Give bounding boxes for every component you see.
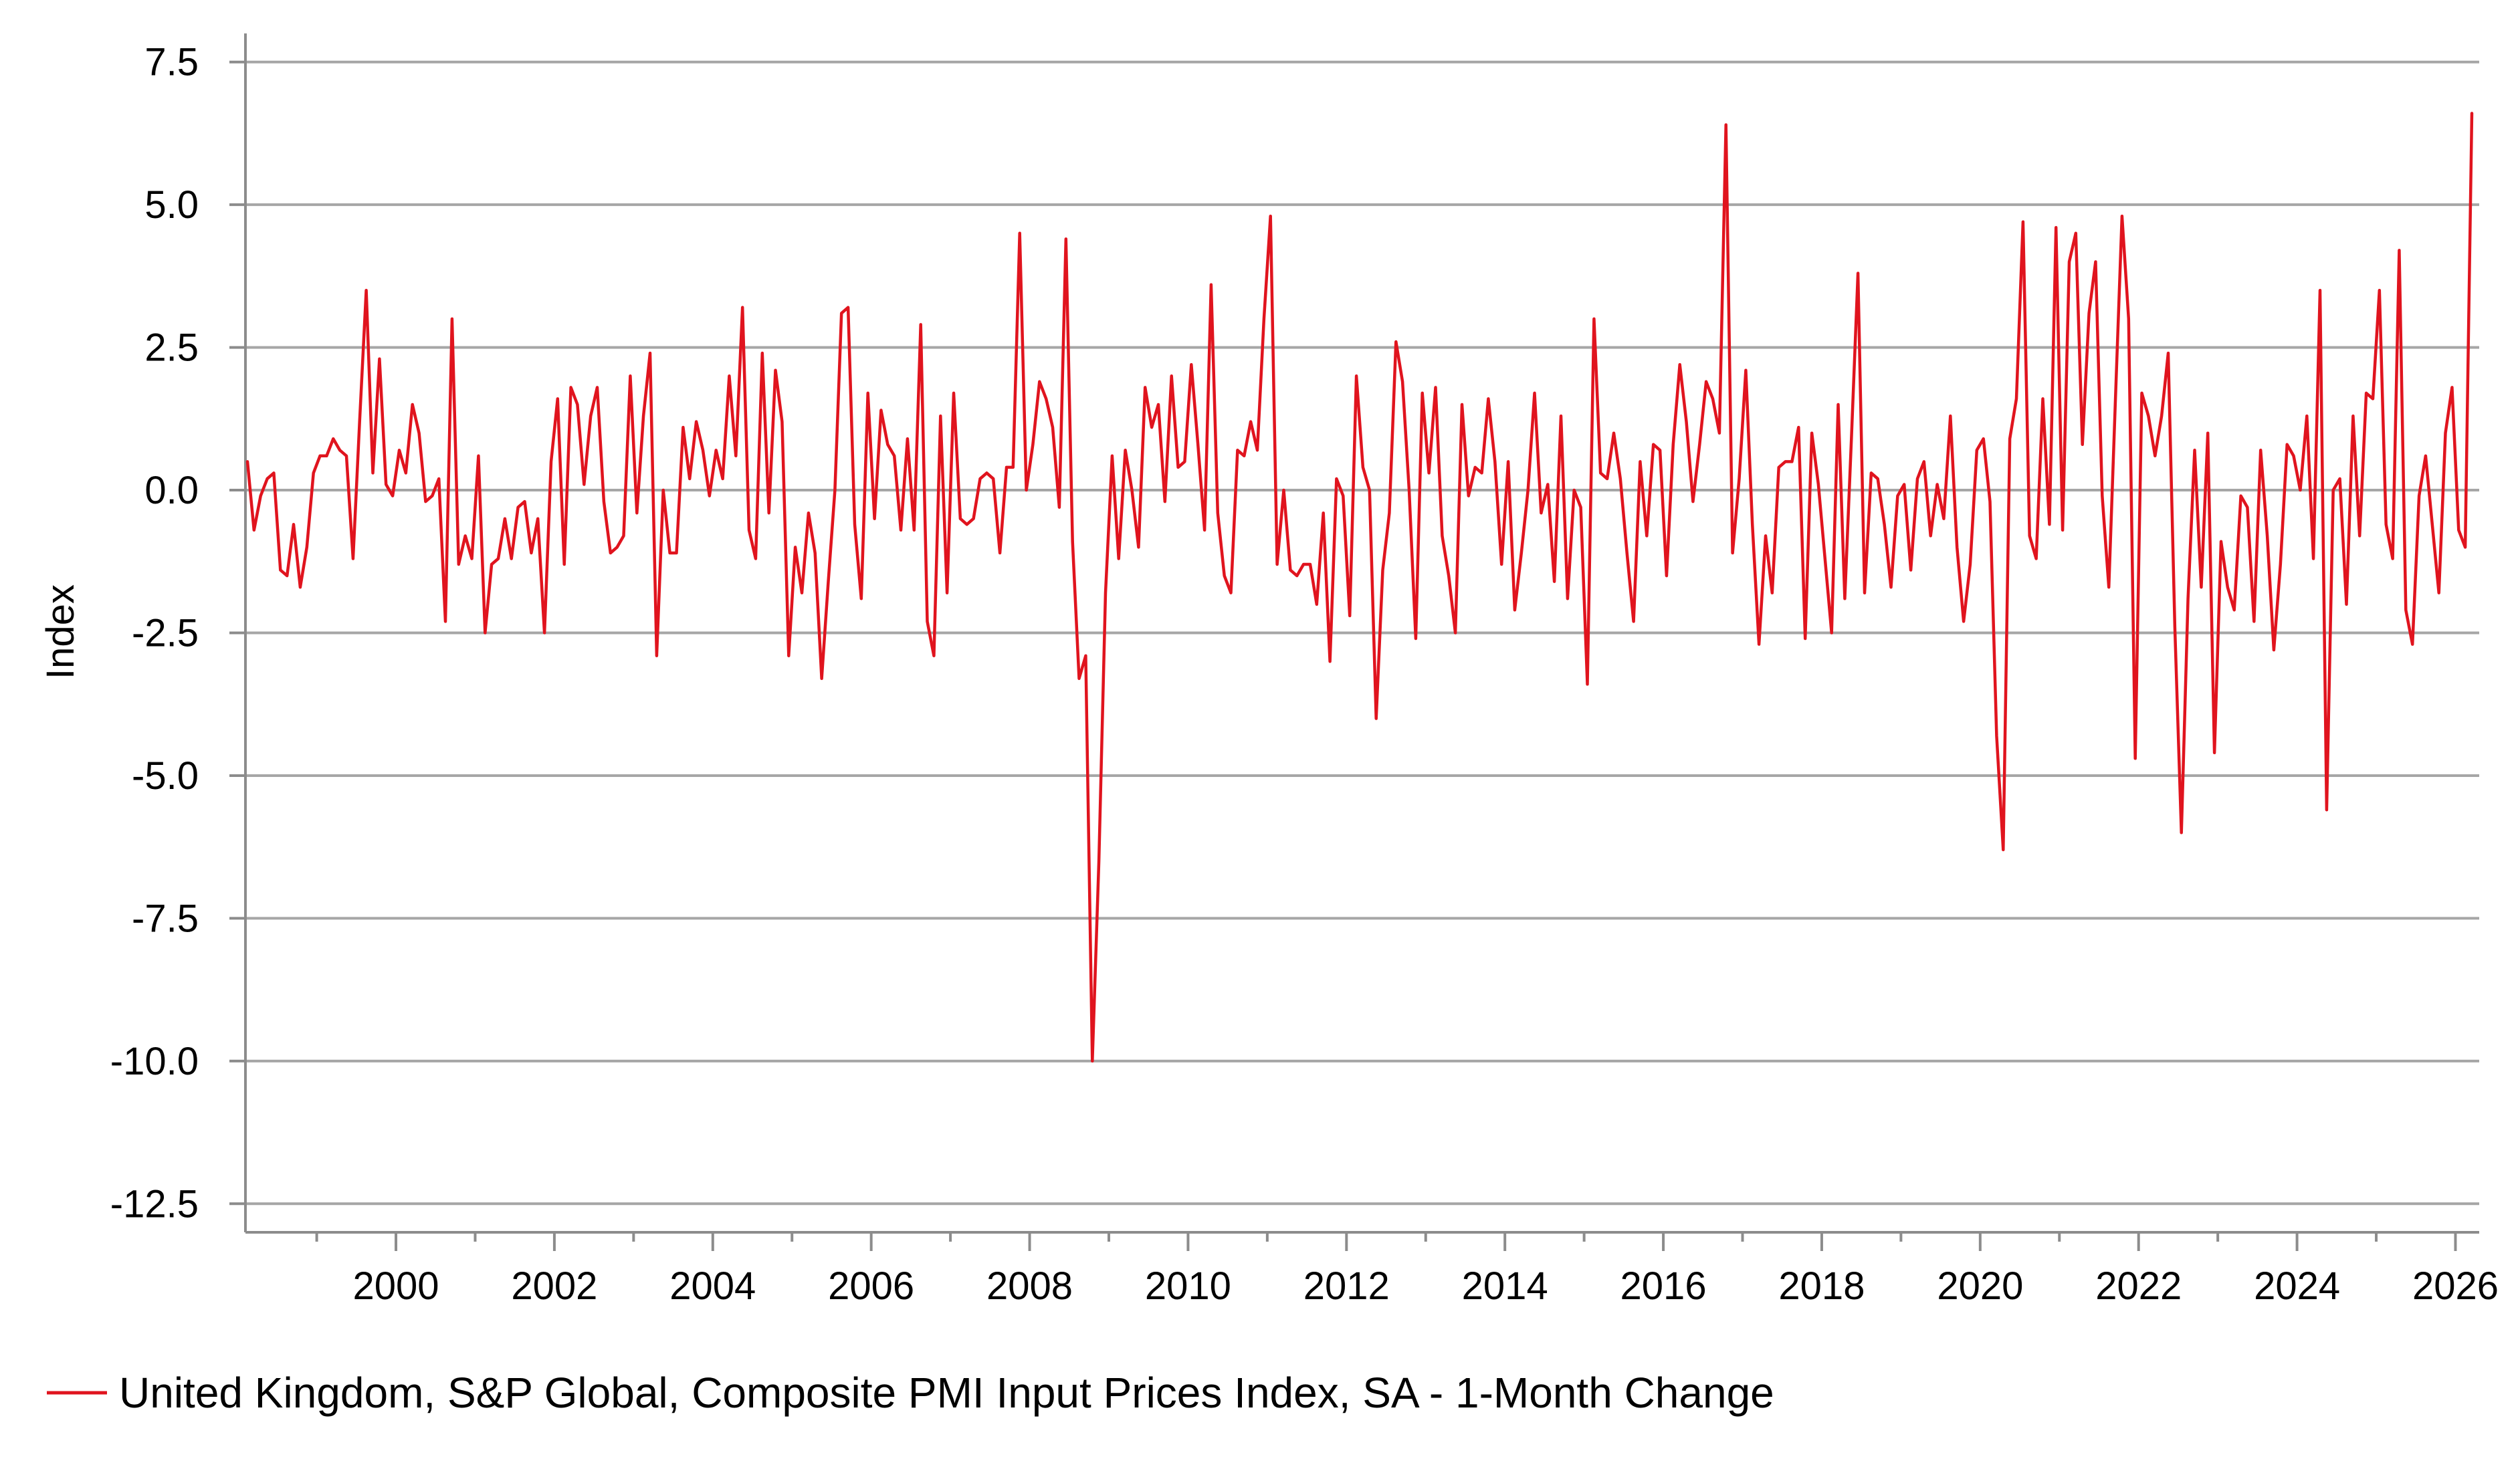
y-tick-labels: 7.5 5.0 2.5 0.0 -2.5 -5.0 -7.5 -10.0 -12.5 bbox=[110, 41, 199, 1226]
y-axis-title: Index bbox=[39, 584, 82, 679]
series-line bbox=[245, 112, 2474, 1063]
y-tick-label: -7.5 bbox=[132, 897, 199, 940]
axes bbox=[244, 33, 2479, 1234]
y-tick-label: 5.0 bbox=[144, 183, 199, 227]
x-tick-label: 2018 bbox=[1778, 1264, 1865, 1308]
x-tick-label: 2024 bbox=[2254, 1264, 2340, 1308]
gridlines bbox=[229, 60, 2479, 1206]
x-tick-label: 2014 bbox=[1462, 1264, 1548, 1308]
x-tick-label: 2008 bbox=[986, 1264, 1073, 1308]
y-tick-label: 7.5 bbox=[144, 41, 199, 84]
y-tick-label: -2.5 bbox=[132, 612, 199, 655]
x-tick-labels: 2000 2002 2004 2006 2008 2010 2012 2014 2016 2018… bbox=[315, 1232, 2499, 1308]
x-tick-label: 2010 bbox=[1145, 1264, 1231, 1308]
x-tick-label: 2004 bbox=[669, 1264, 756, 1308]
y-tick-label: 0.0 bbox=[144, 469, 199, 512]
x-tick-label: 2016 bbox=[1620, 1264, 1707, 1308]
x-tick-label: 2026 bbox=[2412, 1264, 2499, 1308]
y-tick-label: -5.0 bbox=[132, 754, 199, 798]
legend-label: United Kingdom, S&P Global, Composite PM… bbox=[119, 1369, 1774, 1417]
y-tick-label: 2.5 bbox=[144, 326, 199, 370]
x-tick-label: 2000 bbox=[353, 1264, 439, 1308]
legend: United Kingdom, S&P Global, Composite PM… bbox=[47, 1369, 1774, 1417]
x-tick-label: 2002 bbox=[511, 1264, 597, 1308]
y-tick-label: -10.0 bbox=[110, 1040, 199, 1083]
x-tick-label: 2006 bbox=[828, 1264, 914, 1308]
x-tick-label: 2020 bbox=[1937, 1264, 2023, 1308]
series-layer bbox=[245, 112, 2474, 1063]
x-tick-label: 2022 bbox=[2095, 1264, 2182, 1308]
y-tick-label: -12.5 bbox=[110, 1182, 199, 1226]
x-tick-label: 2012 bbox=[1303, 1264, 1390, 1308]
